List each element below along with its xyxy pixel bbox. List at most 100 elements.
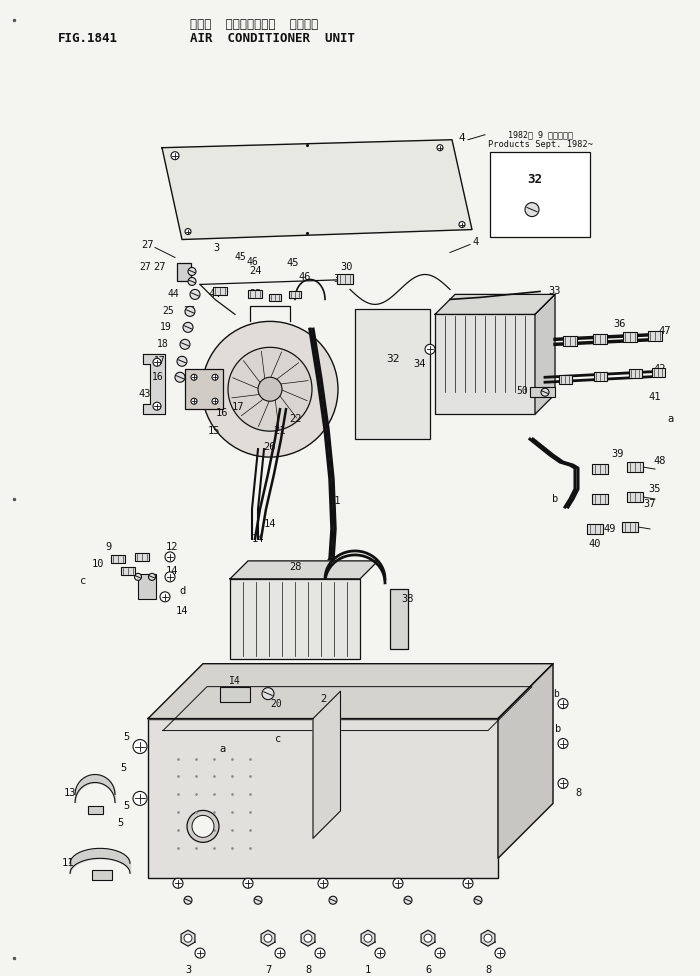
Circle shape bbox=[262, 688, 274, 700]
Text: 22: 22 bbox=[288, 414, 301, 425]
Ellipse shape bbox=[192, 815, 214, 837]
Text: 50: 50 bbox=[516, 386, 528, 396]
Circle shape bbox=[185, 228, 191, 234]
Circle shape bbox=[190, 290, 200, 300]
Text: 34: 34 bbox=[414, 359, 426, 369]
Bar bbox=[622, 522, 638, 532]
Text: 16: 16 bbox=[216, 408, 228, 418]
Text: 27: 27 bbox=[141, 239, 154, 250]
Bar bbox=[230, 579, 360, 659]
Bar bbox=[177, 264, 191, 281]
Circle shape bbox=[474, 896, 482, 904]
Circle shape bbox=[437, 144, 443, 150]
Circle shape bbox=[393, 878, 403, 888]
Text: 3: 3 bbox=[213, 242, 219, 253]
Bar bbox=[121, 567, 135, 575]
Text: 44: 44 bbox=[209, 290, 221, 300]
Circle shape bbox=[425, 345, 435, 354]
Text: 14: 14 bbox=[176, 606, 188, 616]
Circle shape bbox=[160, 591, 170, 602]
Text: 42: 42 bbox=[654, 364, 666, 374]
Circle shape bbox=[191, 374, 197, 381]
Bar bbox=[135, 553, 149, 561]
Bar bbox=[559, 375, 571, 384]
Circle shape bbox=[202, 321, 338, 457]
Bar bbox=[627, 492, 643, 502]
Text: 6: 6 bbox=[425, 965, 431, 975]
Bar bbox=[648, 331, 662, 342]
Text: 28: 28 bbox=[288, 562, 301, 572]
Polygon shape bbox=[313, 691, 340, 838]
Circle shape bbox=[558, 779, 568, 789]
Text: 4: 4 bbox=[473, 236, 479, 247]
Text: 14: 14 bbox=[264, 519, 276, 529]
Circle shape bbox=[191, 398, 197, 404]
Text: 14: 14 bbox=[166, 566, 179, 576]
Bar bbox=[337, 274, 353, 284]
Circle shape bbox=[184, 934, 192, 942]
Circle shape bbox=[153, 402, 161, 410]
Circle shape bbox=[228, 347, 312, 431]
Polygon shape bbox=[148, 664, 553, 718]
Text: 17: 17 bbox=[154, 356, 166, 366]
Text: 44: 44 bbox=[167, 290, 179, 300]
Circle shape bbox=[375, 948, 385, 958]
Circle shape bbox=[171, 151, 179, 160]
Text: 23: 23 bbox=[248, 290, 261, 300]
Bar bbox=[390, 589, 408, 649]
Text: 30: 30 bbox=[334, 274, 346, 284]
Text: 37: 37 bbox=[644, 499, 657, 509]
Text: c: c bbox=[275, 734, 281, 744]
Text: 26: 26 bbox=[264, 442, 276, 452]
Text: 27: 27 bbox=[139, 263, 151, 272]
Text: エアー  コンディショナ  ユニット: エアー コンディショナ ユニット bbox=[190, 18, 318, 31]
Circle shape bbox=[304, 934, 312, 942]
Text: 12: 12 bbox=[166, 542, 179, 551]
Text: 20: 20 bbox=[270, 699, 282, 709]
Circle shape bbox=[183, 322, 193, 333]
Bar bbox=[289, 291, 301, 298]
Text: 48: 48 bbox=[654, 456, 666, 467]
Circle shape bbox=[175, 372, 185, 383]
Circle shape bbox=[318, 878, 328, 888]
Bar bbox=[138, 574, 156, 599]
Circle shape bbox=[459, 222, 465, 227]
Circle shape bbox=[180, 340, 190, 349]
Text: a: a bbox=[220, 744, 226, 753]
Text: b: b bbox=[555, 723, 561, 734]
Bar bbox=[88, 806, 103, 814]
Text: 35: 35 bbox=[649, 484, 661, 494]
Circle shape bbox=[173, 878, 183, 888]
Text: 18: 18 bbox=[157, 340, 169, 349]
Bar bbox=[530, 387, 555, 397]
Text: 46: 46 bbox=[299, 272, 312, 282]
Text: AIR  CONDITIONER  UNIT: AIR CONDITIONER UNIT bbox=[190, 32, 355, 45]
Circle shape bbox=[133, 740, 147, 753]
Circle shape bbox=[264, 934, 272, 942]
Bar bbox=[623, 333, 637, 343]
Text: 7: 7 bbox=[265, 965, 271, 975]
Circle shape bbox=[315, 948, 325, 958]
Text: 30: 30 bbox=[341, 263, 354, 272]
Ellipse shape bbox=[187, 810, 219, 842]
Text: 16: 16 bbox=[152, 372, 164, 383]
Text: d: d bbox=[179, 586, 185, 595]
Circle shape bbox=[254, 896, 262, 904]
Text: 41: 41 bbox=[649, 392, 661, 402]
Text: b: b bbox=[552, 494, 558, 504]
Text: 43: 43 bbox=[139, 389, 151, 399]
Text: 1: 1 bbox=[365, 965, 371, 975]
Text: 21: 21 bbox=[274, 427, 286, 436]
Text: 24: 24 bbox=[248, 266, 261, 276]
Circle shape bbox=[275, 948, 285, 958]
Text: 8: 8 bbox=[305, 965, 311, 975]
Circle shape bbox=[329, 896, 337, 904]
Bar bbox=[592, 464, 608, 474]
Text: 10: 10 bbox=[92, 559, 104, 569]
Text: 8: 8 bbox=[575, 789, 581, 798]
Circle shape bbox=[435, 948, 445, 958]
Text: 27: 27 bbox=[154, 263, 167, 272]
Circle shape bbox=[541, 388, 549, 396]
Text: 15: 15 bbox=[208, 427, 220, 436]
Circle shape bbox=[495, 948, 505, 958]
